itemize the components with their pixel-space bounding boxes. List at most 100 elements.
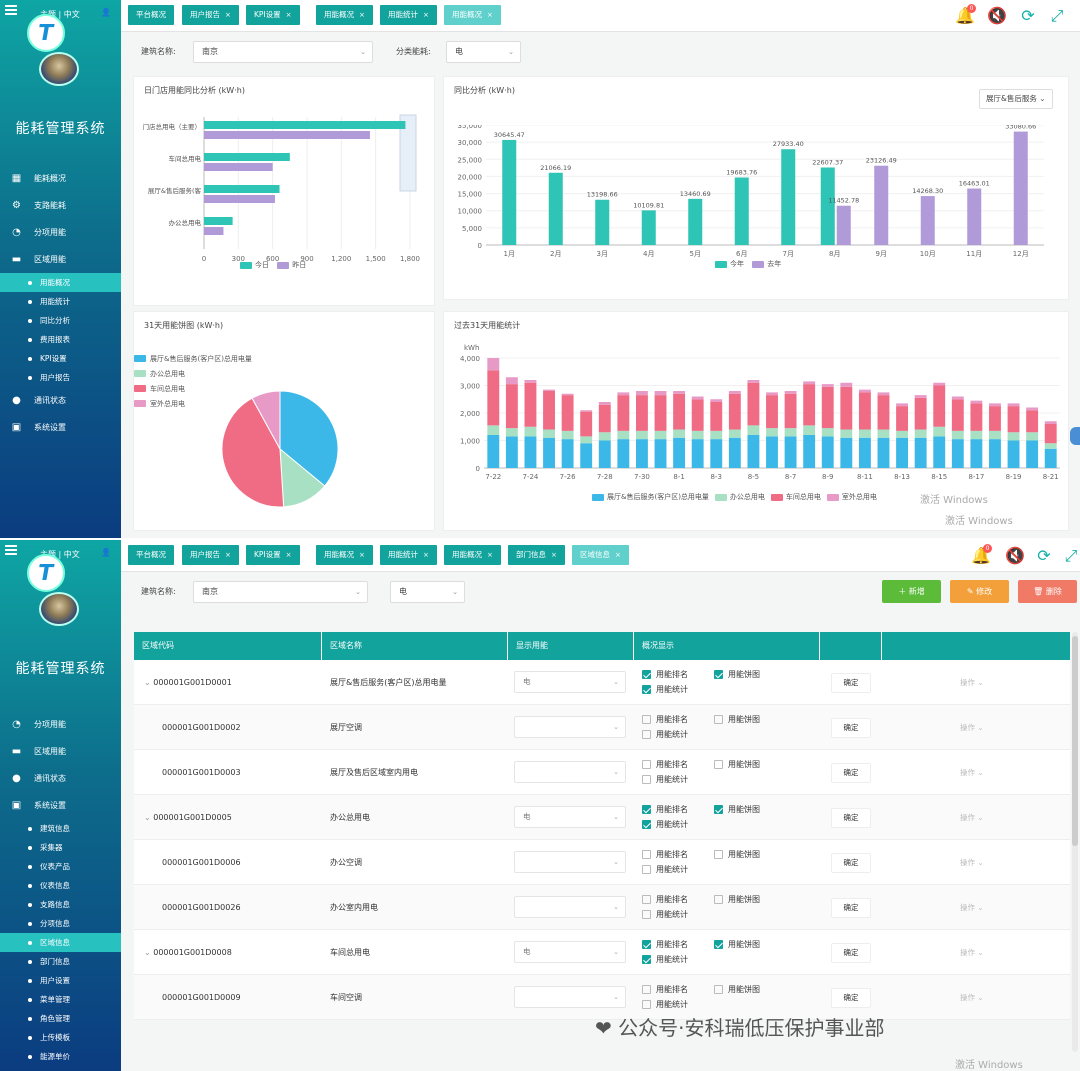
checkbox-stat[interactable]: 用能统计 xyxy=(642,954,688,966)
energy-select[interactable]: ⌄ xyxy=(514,716,626,738)
table-row[interactable]: 000001G001D0006 办公空调 ⌄ 用能排名 用能饼图 用能统计 确定 操作 ⌄ xyxy=(134,840,1070,885)
category-select[interactable]: 电 ⌄ xyxy=(446,41,521,63)
sidebar-subitem[interactable]: 能源单价 xyxy=(0,1047,121,1066)
operation-menu[interactable]: 操作 ⌄ xyxy=(960,795,984,840)
close-icon[interactable]: × xyxy=(359,11,365,19)
side-collapse-tab[interactable] xyxy=(1070,427,1080,445)
operation-menu[interactable]: 操作 ⌄ xyxy=(960,975,984,1020)
sidebar-item-2[interactable]: ▬ 区域用能 xyxy=(0,738,121,765)
checkbox-stat[interactable]: 用能统计 xyxy=(642,909,688,921)
checkbox-rank[interactable]: 用能排名 xyxy=(642,669,688,681)
table-row[interactable]: 000001G001D0026 办公室内用电 ⌄ 用能排名 用能饼图 用能统计 确定 操作 ⌄ xyxy=(134,885,1070,930)
close-icon[interactable]: × xyxy=(423,551,429,559)
mute-icon[interactable]: 🔇 xyxy=(987,6,1007,25)
sidebar-subitem[interactable]: 仪表产品 xyxy=(0,857,121,876)
sidebar-item-3[interactable]: ● 通讯状态 xyxy=(0,765,121,792)
tab-4[interactable]: 用能概况 × xyxy=(316,545,373,565)
sidebar-item-1[interactable]: ▦ 能耗概况 xyxy=(0,165,121,192)
sidebar-subitem[interactable]: 仪表信息 xyxy=(0,876,121,895)
table-row[interactable]: ⌄ 000001G001D0005 办公总用电电 ⌄ 用能排名 用能饼图 用能统计 确定 操作… xyxy=(134,795,1070,840)
table-row[interactable]: 000001G001D0003 展厅及售后区域室内用电 ⌄ 用能排名 用能饼图 用能统计 确… xyxy=(134,750,1070,795)
tab-5[interactable]: 用能统计 × xyxy=(380,545,437,565)
checkbox-pie[interactable]: 用能饼图 xyxy=(714,984,760,996)
confirm-button[interactable]: 确定 xyxy=(831,943,871,963)
close-icon[interactable]: × xyxy=(285,11,292,19)
checkbox-rank[interactable]: 用能排名 xyxy=(642,984,688,996)
expand-icon[interactable]: ⌄ xyxy=(144,948,154,957)
confirm-button[interactable]: 确定 xyxy=(831,898,871,918)
sidebar-item-1[interactable]: ◔ 分项用能 xyxy=(0,711,121,738)
add-button[interactable]: ＋ 新增 xyxy=(882,580,941,603)
close-icon[interactable]: × xyxy=(225,11,231,19)
checkbox-pie[interactable]: 用能饼图 xyxy=(714,894,760,906)
energy-select[interactable]: ⌄ xyxy=(514,761,626,783)
scrollbar[interactable] xyxy=(1072,632,1078,1052)
energy-select[interactable]: 电 ⌄ xyxy=(514,806,626,828)
sidebar-subitem[interactable]: 角色管理 xyxy=(0,1009,121,1028)
menu-toggle-icon[interactable] xyxy=(5,545,17,555)
close-icon[interactable]: × xyxy=(359,551,365,559)
sidebar-item-2[interactable]: ⚙ 支路能耗 xyxy=(0,192,121,219)
checkbox-rank[interactable]: 用能排名 xyxy=(642,714,688,726)
tab-5[interactable]: 用能统计 × xyxy=(380,5,437,25)
user-icon[interactable]: 👤 xyxy=(101,548,111,557)
tab-6[interactable]: 用能概况 × xyxy=(444,5,501,25)
checkbox-rank[interactable]: 用能排名 xyxy=(642,939,688,951)
sidebar-subitem[interactable]: 用能概况 xyxy=(0,273,121,292)
confirm-button[interactable]: 确定 xyxy=(831,853,871,873)
language-switch[interactable]: 主题 | 中文 xyxy=(40,10,80,19)
close-icon[interactable]: × xyxy=(285,551,292,559)
energy-select[interactable]: ⌄ xyxy=(514,896,626,918)
energy-select[interactable]: 电 ⌄ xyxy=(514,941,626,963)
category-select[interactable]: 电 ⌄ xyxy=(390,581,465,603)
operation-menu[interactable]: 操作 ⌄ xyxy=(960,750,984,795)
tab-1[interactable]: 平台概况 xyxy=(128,545,174,565)
refresh-icon[interactable]: ⟳ xyxy=(1037,546,1051,565)
sidebar-subitem[interactable]: 分项信息 xyxy=(0,914,121,933)
tab-7[interactable]: 部门信息 × xyxy=(508,545,565,565)
checkbox-rank[interactable]: 用能排名 xyxy=(642,894,688,906)
scrollbar-thumb[interactable] xyxy=(1072,636,1078,846)
energy-select[interactable]: ⌄ xyxy=(514,851,626,873)
confirm-button[interactable]: 确定 xyxy=(831,808,871,828)
tab-4[interactable]: 用能概况 × xyxy=(316,5,373,25)
sidebar-item-3[interactable]: ◔ 分项用能 xyxy=(0,219,121,246)
confirm-button[interactable]: 确定 xyxy=(831,718,871,738)
checkbox-stat[interactable]: 用能统计 xyxy=(642,684,688,696)
table-row[interactable]: 000001G001D0009 车间空调 ⌄ 用能排名 用能饼图 用能统计 确定 操作 ⌄ xyxy=(134,975,1070,1020)
sidebar-item-1[interactable]: ● 通讯状态 xyxy=(0,387,121,414)
sidebar-subitem[interactable]: 支路信息 xyxy=(0,895,121,914)
sidebar-subitem[interactable]: 上传模板 xyxy=(0,1028,121,1047)
checkbox-stat[interactable]: 用能统计 xyxy=(642,729,688,741)
building-select[interactable]: 南京 ⌄ xyxy=(193,581,368,603)
edit-button[interactable]: ✎ 修改 xyxy=(950,580,1009,603)
close-icon[interactable]: × xyxy=(487,551,493,559)
close-icon[interactable]: × xyxy=(551,551,557,559)
confirm-button[interactable]: 确定 xyxy=(831,763,871,783)
table-row[interactable]: 000001G001D0002 展厅空调 ⌄ 用能排名 用能饼图 用能统计 确定 操作 ⌄ xyxy=(134,705,1070,750)
tab-8[interactable]: 区域信息 × xyxy=(572,545,629,565)
close-icon[interactable]: × xyxy=(423,11,429,19)
energy-select[interactable]: 电 ⌄ xyxy=(514,671,626,693)
operation-menu[interactable]: 操作 ⌄ xyxy=(960,885,984,930)
close-icon[interactable]: × xyxy=(615,551,621,559)
checkbox-pie[interactable]: 用能饼图 xyxy=(714,849,760,861)
operation-menu[interactable]: 操作 ⌄ xyxy=(960,930,984,975)
tab-6[interactable]: 用能概况 × xyxy=(444,545,501,565)
checkbox-pie[interactable]: 用能饼图 xyxy=(714,669,760,681)
close-icon[interactable]: × xyxy=(487,11,493,19)
checkbox-pie[interactable]: 用能饼图 xyxy=(714,714,760,726)
tab-3[interactable]: KPI设置 × xyxy=(246,545,300,565)
confirm-button[interactable]: 确定 xyxy=(831,673,871,693)
mute-icon[interactable]: 🔇 xyxy=(1005,546,1025,565)
checkbox-pie[interactable]: 用能饼图 xyxy=(714,939,760,951)
checkbox-pie[interactable]: 用能饼图 xyxy=(714,804,760,816)
tab-2[interactable]: 用户报告 × xyxy=(182,545,239,565)
tab-2[interactable]: 用户报告 × xyxy=(182,5,239,25)
confirm-button[interactable]: 确定 xyxy=(831,988,871,1008)
operation-menu[interactable]: 操作 ⌄ xyxy=(960,660,984,705)
fullscreen-icon[interactable]: ⤢ xyxy=(1064,546,1078,565)
sidebar-subitem[interactable]: KPI设置 xyxy=(0,349,121,368)
operation-menu[interactable]: 操作 ⌄ xyxy=(960,840,984,885)
checkbox-stat[interactable]: 用能统计 xyxy=(642,999,688,1011)
